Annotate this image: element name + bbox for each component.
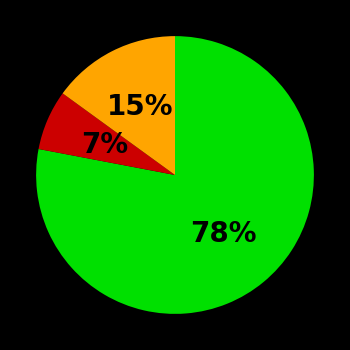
Wedge shape xyxy=(63,36,175,175)
Wedge shape xyxy=(38,93,175,175)
Text: 7%: 7% xyxy=(81,131,128,159)
Text: 78%: 78% xyxy=(190,220,257,248)
Text: 15%: 15% xyxy=(107,93,174,121)
Wedge shape xyxy=(36,36,314,314)
